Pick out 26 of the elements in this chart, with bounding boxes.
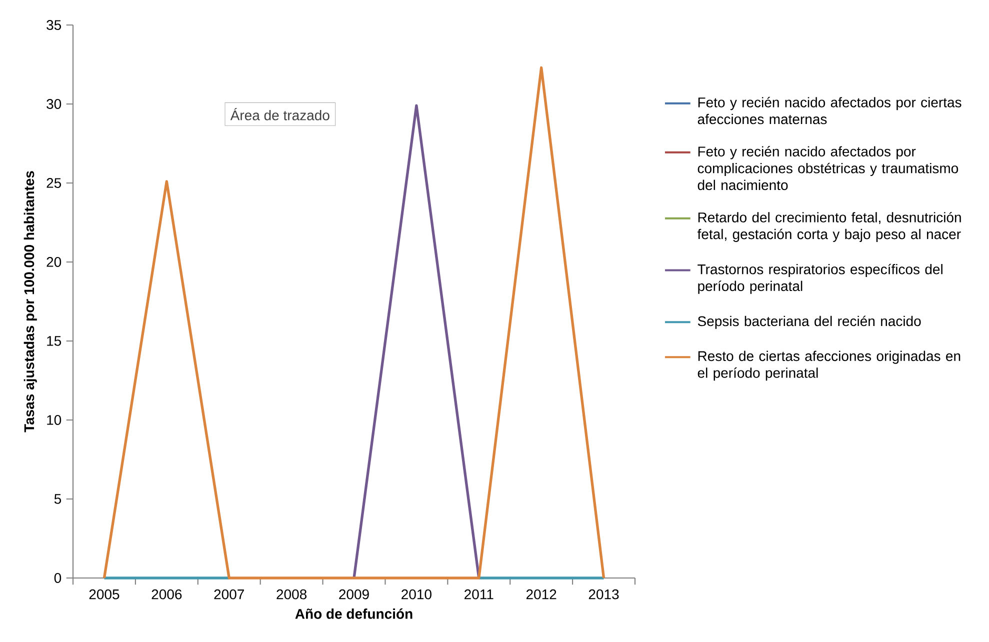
legend-label: Sepsis bacteriana del recién nacido <box>698 316 921 329</box>
legend-label: Feto y recién nacido afectados por ciertas afecciones maternas <box>698 96 962 124</box>
x-tick-label: 2009 <box>339 589 369 600</box>
y-tick-label: 15 <box>47 336 62 346</box>
y-axis-title: Tasas ajustadas por 100.000 habitantes <box>24 171 37 432</box>
x-tick-label: 2011 <box>464 589 494 600</box>
y-tick-label: 10 <box>47 415 62 425</box>
y-tick-label: 20 <box>46 257 62 267</box>
y-tick-label: 0 <box>54 573 62 583</box>
legend-label: Feto y recién nacido afectados por complicaciones obstétricas y traumatismo del nacimiento <box>698 146 958 190</box>
x-tick-label: 2005 <box>89 589 120 600</box>
x-tick-label: 2008 <box>276 589 307 600</box>
x-axis-title: Año de defunción <box>295 608 412 619</box>
annotation: Área de trazado <box>230 108 330 120</box>
y-tick-label: 25 <box>46 178 62 188</box>
x-tick-label: 2010 <box>402 589 432 600</box>
x-tick-label: 2013 <box>588 589 619 600</box>
x-tick-label: 2007 <box>214 589 244 600</box>
y-tick-label: 35 <box>46 20 62 30</box>
legend-label: Trastornos respiratorios específicos del período perinatal <box>698 264 942 294</box>
legend-label: Resto de ciertas afecciones originadas en el período perinatal <box>698 350 960 381</box>
y-tick-label: 5 <box>54 494 62 504</box>
x-tick-label: 2006 <box>152 589 182 600</box>
legend-label: Retardo del crecimiento fetal, desnutrición fetal, gestación corta y bajo peso al nacer <box>697 212 961 242</box>
y-tick-label: 30 <box>46 99 62 109</box>
x-tick-label: 2012 <box>526 589 556 600</box>
